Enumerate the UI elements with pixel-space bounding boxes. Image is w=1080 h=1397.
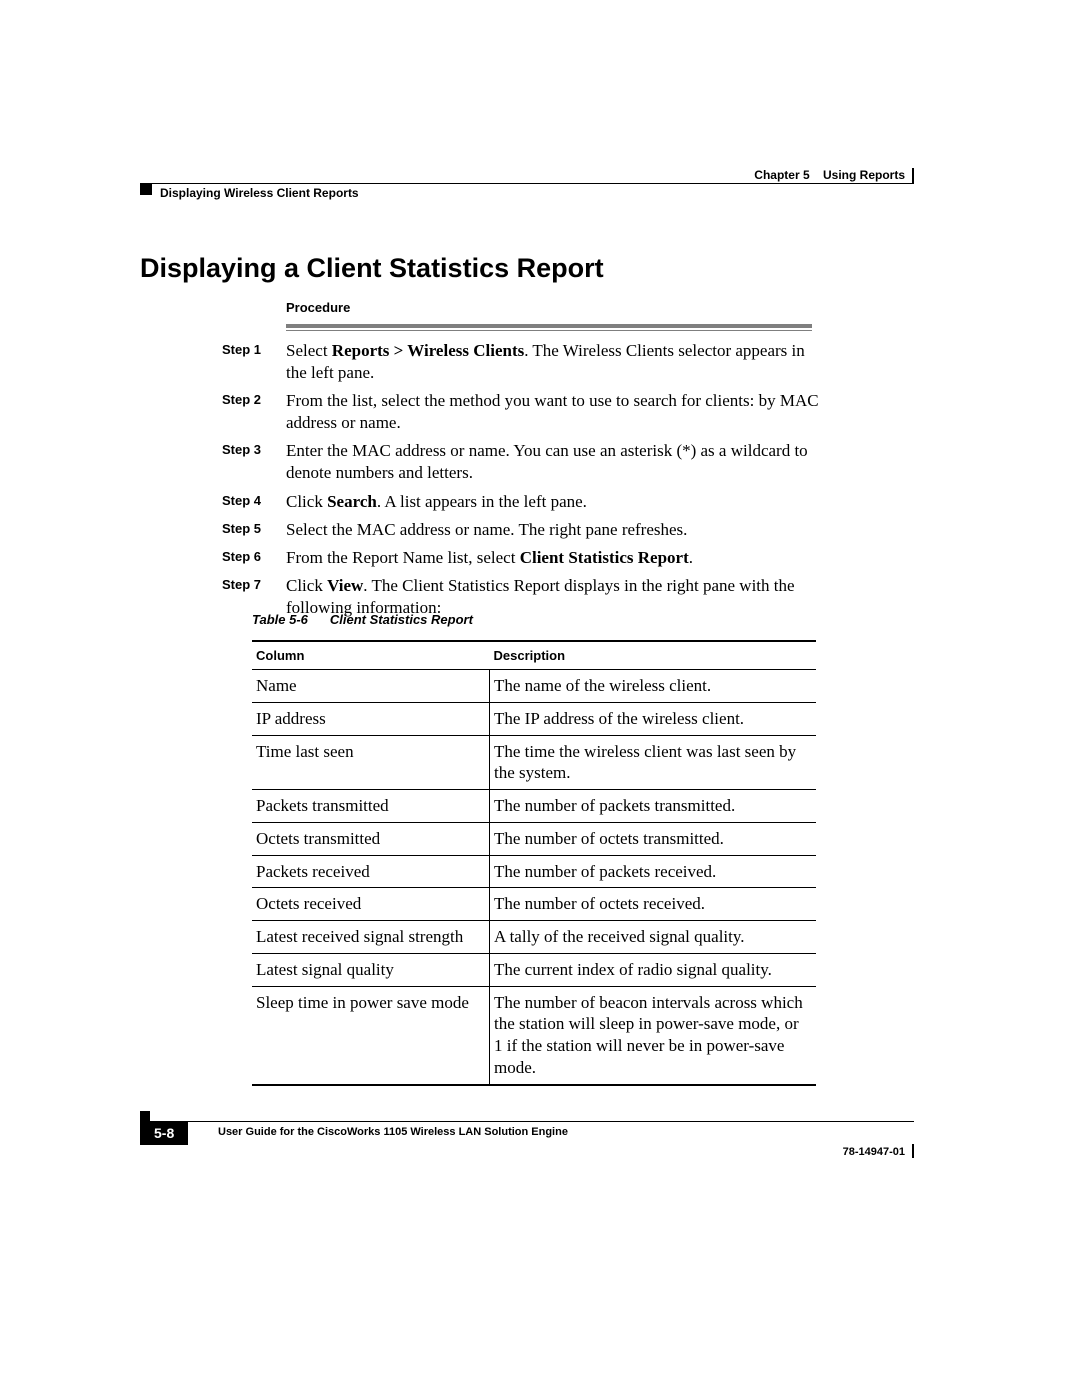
step-text: From the list, select the method you wan… (286, 390, 822, 434)
step-row: Step 3Enter the MAC address or name. You… (222, 440, 822, 484)
table-cell-column: Sleep time in power save mode (252, 986, 490, 1085)
client-statistics-table: Column Description NameThe name of the w… (252, 640, 816, 1086)
footer-right-rule (912, 1144, 914, 1158)
step-text-prefix: Click (286, 576, 327, 595)
table-cell-column: Latest signal quality (252, 953, 490, 986)
table-cell-description: The number of packets transmitted. (490, 790, 817, 823)
step-text: Enter the MAC address or name. You can u… (286, 440, 822, 484)
header-section: Displaying Wireless Client Reports (160, 186, 359, 200)
table-cell-description: The IP address of the wireless client. (490, 702, 817, 735)
steps-list: Step 1Select Reports > Wireless Clients.… (222, 340, 822, 625)
step-text-prefix: Select the MAC address or name. The righ… (286, 520, 687, 539)
step-number: Step 3 (222, 440, 286, 459)
table-row: NameThe name of the wireless client. (252, 670, 816, 703)
chapter-title: Using Reports (823, 168, 905, 182)
step-text-prefix: From the list, select the method you wan… (286, 391, 819, 432)
step-number: Step 5 (222, 519, 286, 538)
step-row: Step 1Select Reports > Wireless Clients.… (222, 340, 822, 384)
step-text-bold: View (327, 576, 363, 595)
table-cell-description: A tally of the received signal quality. (490, 921, 817, 954)
table-cell-column: IP address (252, 702, 490, 735)
table-cell-column: Packets received (252, 855, 490, 888)
step-text-bold: Client Statistics Report (520, 548, 689, 567)
footer-marker-icon (140, 1111, 150, 1121)
table-cell-description: The time the wireless client was last se… (490, 735, 817, 790)
table-header-description: Description (490, 641, 817, 670)
table-cell-column: Octets received (252, 888, 490, 921)
header-chapter: Chapter 5 Using Reports (754, 168, 905, 182)
table-row: Latest received signal strengthA tally o… (252, 921, 816, 954)
step-text: Select Reports > Wireless Clients. The W… (286, 340, 822, 384)
step-text: Click Search. A list appears in the left… (286, 491, 822, 513)
table-row: Octets receivedThe number of octets rece… (252, 888, 816, 921)
page-title: Displaying a Client Statistics Report (140, 253, 604, 284)
header-right-rule (912, 168, 914, 183)
table-cell-description: The number of octets transmitted. (490, 822, 817, 855)
table-cell-description: The number of packets received. (490, 855, 817, 888)
footer-guide-title: User Guide for the CiscoWorks 1105 Wirel… (218, 1126, 568, 1138)
step-text-prefix: Enter the MAC address or name. You can u… (286, 441, 808, 482)
table-number: Table 5-6 (252, 612, 308, 627)
procedure-heading: Procedure (286, 300, 350, 315)
table-header-column: Column (252, 641, 490, 670)
table-row: Time last seenThe time the wireless clie… (252, 735, 816, 790)
table-row: Latest signal qualityThe current index o… (252, 953, 816, 986)
step-number: Step 4 (222, 491, 286, 510)
table-cell-column: Name (252, 670, 490, 703)
header-rule (140, 183, 914, 184)
table-cell-description: The current index of radio signal qualit… (490, 953, 817, 986)
step-text: From the Report Name list, select Client… (286, 547, 822, 569)
step-number: Step 6 (222, 547, 286, 566)
chapter-number: Chapter 5 (754, 168, 809, 182)
step-number: Step 7 (222, 575, 286, 594)
step-row: Step 6From the Report Name list, select … (222, 547, 822, 569)
table-row: Sleep time in power save modeThe number … (252, 986, 816, 1085)
table-cell-column: Packets transmitted (252, 790, 490, 823)
step-number: Step 1 (222, 340, 286, 359)
step-text-prefix: Select (286, 341, 332, 360)
step-text-suffix: . A list appears in the left pane. (377, 492, 587, 511)
table-cell-column: Time last seen (252, 735, 490, 790)
table-cell-description: The number of beacon intervals across wh… (490, 986, 817, 1085)
footer-rule (140, 1121, 914, 1122)
footer-doc-number: 78-14947-01 (843, 1146, 905, 1158)
document-page: Chapter 5 Using Reports Displaying Wirel… (0, 0, 1080, 1397)
procedure-rule-thick (286, 324, 812, 328)
step-number: Step 2 (222, 390, 286, 409)
table-row: Packets transmittedThe number of packets… (252, 790, 816, 823)
table-cell-column: Latest received signal strength (252, 921, 490, 954)
footer-page-number: 5-8 (140, 1121, 188, 1145)
step-row: Step 2From the list, select the method y… (222, 390, 822, 434)
table-cell-column: Octets transmitted (252, 822, 490, 855)
header-marker-icon (140, 183, 152, 195)
procedure-rule-thin (286, 330, 812, 331)
table-caption: Table 5-6 Client Statistics Report (252, 612, 473, 627)
step-text-prefix: Click (286, 492, 327, 511)
table-cell-description: The name of the wireless client. (490, 670, 817, 703)
step-row: Step 5Select the MAC address or name. Th… (222, 519, 822, 541)
step-text-bold: Search (327, 492, 377, 511)
table-title: Client Statistics Report (330, 612, 473, 627)
step-text-bold: Reports > Wireless Clients (332, 341, 524, 360)
step-text-suffix: . (689, 548, 693, 567)
step-text-suffix: . The Client Statistics Report displays … (286, 576, 795, 617)
table-row: IP addressThe IP address of the wireless… (252, 702, 816, 735)
step-row: Step 4Click Search. A list appears in th… (222, 491, 822, 513)
table-row: Packets receivedThe number of packets re… (252, 855, 816, 888)
step-text-prefix: From the Report Name list, select (286, 548, 520, 567)
step-text: Select the MAC address or name. The righ… (286, 519, 822, 541)
table-cell-description: The number of octets received. (490, 888, 817, 921)
table-row: Octets transmittedThe number of octets t… (252, 822, 816, 855)
